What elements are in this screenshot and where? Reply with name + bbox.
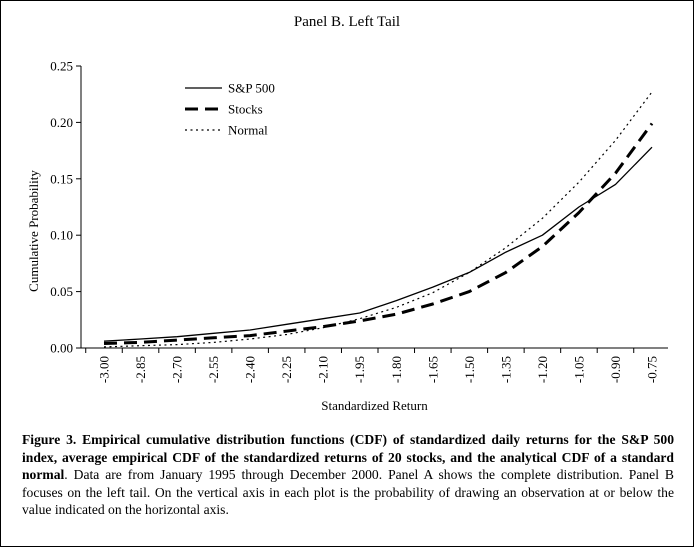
x-tick-label: -3.00 (97, 356, 112, 383)
figure-caption: Figure 3. Empirical cumulative distribut… (22, 431, 674, 519)
x-tick-label: -1.05 (571, 356, 586, 383)
series-line-s-p-500 (103, 146, 653, 342)
x-tick-label: -2.25 (279, 356, 294, 383)
cdf-line-chart: 0.00 0.05 0.10 0.15 0.20 0.25 -3.00 -2.85 -2.70 -… (26, 59, 668, 413)
x-tick-label: -2.10 (316, 356, 331, 383)
legend-label: Normal (228, 123, 268, 138)
y-tick-label: 0.00 (50, 341, 73, 356)
x-tick-label: -0.90 (608, 356, 623, 383)
x-tick-label: -2.70 (170, 356, 185, 383)
legend-label: Stocks (228, 102, 263, 117)
x-tick-label: -1.80 (389, 356, 404, 383)
y-tick-label: 0.25 (50, 59, 73, 74)
y-tick-label: 0.10 (50, 228, 73, 243)
y-tick-label: 0.05 (50, 284, 73, 299)
x-tick-label: -2.85 (133, 356, 148, 383)
caption-text: . Data are from January 1995 through Dec… (22, 467, 674, 517)
x-tick-label: -1.20 (535, 356, 550, 383)
x-tick-label: -1.50 (462, 356, 477, 383)
series-line-stocks (103, 122, 654, 345)
chart-title: Panel B. Left Tail (293, 14, 401, 30)
legend-label: S&P 500 (228, 81, 275, 96)
x-tick-label: -1.65 (425, 356, 440, 383)
x-tick-label: -0.75 (645, 356, 660, 383)
x-tick-label: -1.35 (498, 356, 513, 383)
y-tick-label: 0.15 (50, 171, 73, 186)
x-axis-title: Standardized Return (321, 398, 428, 413)
caption-bold-text: Figure 3. Empirical cumulative distribut… (22, 432, 674, 482)
y-axis-title: Cumulative Probability (26, 170, 41, 292)
x-tick-label: -2.55 (206, 356, 221, 383)
x-tick-label: -1.95 (352, 356, 367, 383)
y-tick-label: 0.20 (50, 115, 73, 130)
x-tick-label: -2.40 (243, 356, 258, 383)
